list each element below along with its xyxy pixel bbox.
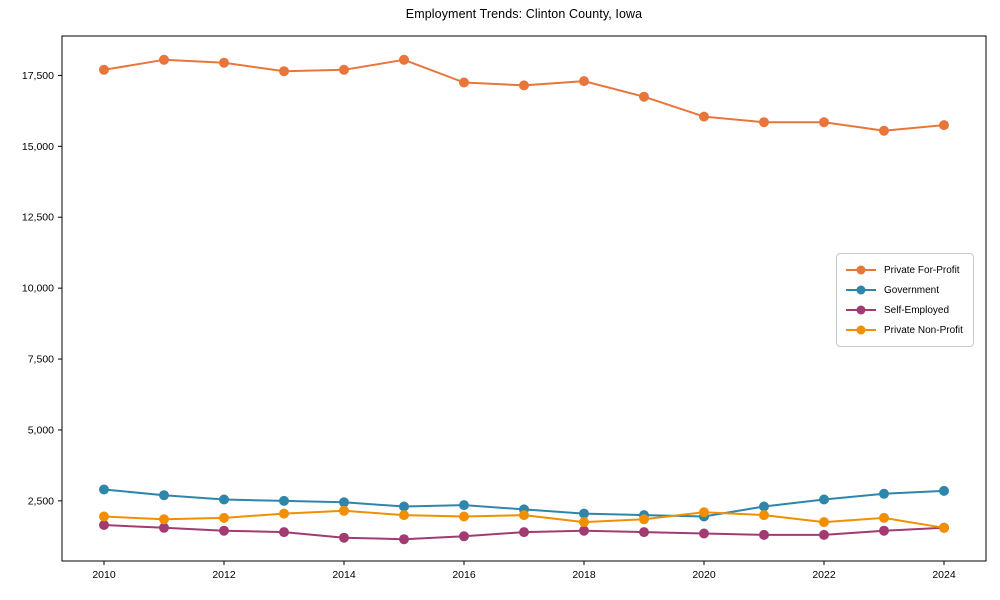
data-point <box>819 494 829 505</box>
x-tick-label: 2024 <box>932 569 956 581</box>
legend-item-private-non-profit: Private Non-Profit <box>845 320 963 340</box>
data-point <box>819 529 829 540</box>
data-point <box>519 510 529 521</box>
data-point <box>699 507 709 518</box>
x-tick-label: 2014 <box>332 569 356 581</box>
data-point <box>459 511 469 522</box>
data-point <box>339 532 349 543</box>
data-point <box>219 494 229 505</box>
data-point <box>399 510 409 521</box>
data-point <box>459 77 469 88</box>
legend-marker-icon <box>846 285 876 295</box>
data-point <box>399 501 409 512</box>
data-point <box>639 527 649 538</box>
data-point <box>159 514 169 525</box>
x-tick-label: 2012 <box>212 569 236 581</box>
legend-label: Private For-Profit <box>884 264 960 276</box>
data-point <box>699 111 709 122</box>
data-point <box>519 527 529 538</box>
y-tick-label: 12,500 <box>22 212 54 224</box>
data-point <box>579 517 589 528</box>
data-point <box>459 531 469 542</box>
x-tick-label: 2010 <box>92 569 116 581</box>
chart-title: Employment Trends: Clinton County, Iowa <box>405 7 643 21</box>
plot-frame <box>61 35 987 562</box>
data-point <box>879 512 889 523</box>
legend-label: Self-Employed <box>884 304 950 316</box>
data-point <box>339 505 349 516</box>
data-point <box>159 490 169 501</box>
data-point <box>879 125 889 136</box>
data-point <box>819 517 829 528</box>
legend-item-self-employed: Self-Employed <box>845 300 963 320</box>
x-tick-label: 2022 <box>812 569 836 581</box>
data-point <box>819 117 829 128</box>
data-point <box>219 512 229 523</box>
legend-marker-icon <box>846 305 876 315</box>
data-point <box>879 525 889 536</box>
data-point <box>279 495 289 506</box>
data-point <box>579 76 589 87</box>
legend-label: Government <box>884 284 940 296</box>
data-point <box>459 500 469 511</box>
x-tick-label: 2020 <box>692 569 716 581</box>
y-tick-label: 15,000 <box>22 141 54 153</box>
data-point <box>219 57 229 68</box>
data-point <box>219 525 229 536</box>
legend-label: Private Non-Profit <box>884 324 963 336</box>
data-point <box>99 520 109 530</box>
data-point <box>879 488 889 499</box>
data-point <box>759 501 769 512</box>
data-point <box>279 66 289 77</box>
data-point <box>339 64 349 75</box>
series-line-private-for-profit <box>103 58 945 132</box>
data-point <box>699 528 709 539</box>
data-point <box>639 91 649 102</box>
data-point <box>639 514 649 525</box>
legend-item-private-for-profit: Private For-Profit <box>845 260 963 280</box>
data-point <box>519 80 529 91</box>
data-point <box>339 497 349 508</box>
data-point <box>939 120 949 131</box>
data-point <box>279 508 289 519</box>
x-tick-label: 2018 <box>572 569 596 581</box>
data-point <box>399 534 409 545</box>
data-point <box>159 522 169 533</box>
legend-item-government: Government <box>845 280 963 300</box>
data-point <box>99 484 109 495</box>
y-tick-label: 10,000 <box>22 283 54 295</box>
data-point <box>759 117 769 128</box>
data-point <box>399 54 409 65</box>
x-tick-label: 2016 <box>452 569 476 581</box>
data-point <box>579 525 589 536</box>
chart-legend: Private For-Profit Government Self-Employe… <box>836 253 974 347</box>
y-tick-label: 17,500 <box>22 70 54 82</box>
y-tick-label: 2,500 <box>28 495 54 507</box>
data-point <box>159 54 169 65</box>
y-tick-label: 5,000 <box>28 424 54 436</box>
data-point <box>99 511 109 522</box>
data-point <box>759 510 769 521</box>
y-tick-label: 7,500 <box>28 354 54 366</box>
data-point <box>939 522 949 533</box>
data-point <box>579 508 589 519</box>
data-point <box>759 529 769 540</box>
legend-marker-icon <box>846 325 876 335</box>
data-point <box>99 64 109 75</box>
legend-marker-icon <box>846 265 876 275</box>
data-point <box>939 485 949 496</box>
data-point <box>279 527 289 538</box>
